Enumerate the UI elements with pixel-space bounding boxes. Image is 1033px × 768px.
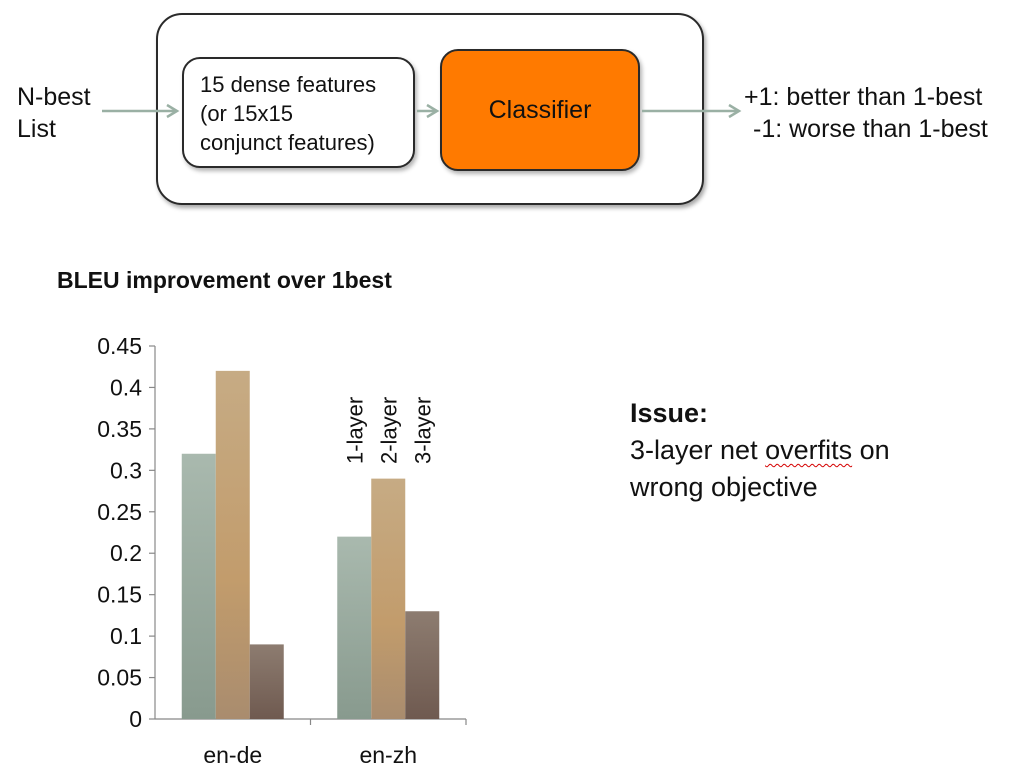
- issue-line-1: 3-layer net overfits on: [630, 432, 890, 469]
- bar-3-layer-en-zh: [405, 611, 440, 719]
- x-category-label: en-zh: [359, 742, 417, 768]
- series-label-2-layer: 2-layer: [376, 397, 401, 464]
- chart-bars: [181, 370, 440, 719]
- issue-text-part-2: on: [852, 435, 890, 465]
- y-tick-label: 0.35: [97, 416, 142, 442]
- y-tick-label: 0.3: [110, 457, 142, 483]
- output-labels: +1: better than 1-best -1: worse than 1-…: [744, 81, 988, 145]
- bar-1-layer-en-zh: [337, 536, 372, 719]
- y-tick-label: 0: [129, 706, 142, 732]
- bleu-bar-chart: BLEU improvement over 1best 0 0.05 0.1 0.15…: [57, 267, 467, 768]
- y-tick-label: 0.15: [97, 582, 142, 608]
- features-line-1: 15 dense features: [200, 72, 377, 97]
- issue-line-2: wrong objective: [630, 472, 818, 502]
- bar-3-layer-en-de: [249, 644, 284, 719]
- bar-2-layer-en-zh: [371, 478, 406, 719]
- y-tick-label: 0.45: [97, 333, 142, 359]
- nbest-label-line-1: N-best: [17, 83, 91, 111]
- chart-title: BLEU improvement over 1best: [57, 267, 392, 293]
- nbest-list-label: N-best List: [17, 81, 91, 145]
- nbest-label-line-2: List: [17, 115, 56, 143]
- y-tick-label: 0.25: [97, 499, 142, 525]
- diagram-arrows: [102, 103, 742, 119]
- features-line-3: conjunct features): [200, 130, 375, 155]
- classifier-box: Classifier: [440, 49, 640, 171]
- y-tick-label: 0.05: [97, 665, 142, 691]
- pipeline-diagram: N-best List 15 dense features (or 15x15 …: [0, 0, 1033, 230]
- features-box: 15 dense features (or 15x15 conjunct fea…: [182, 57, 415, 168]
- y-tick-label: 0.1: [110, 623, 142, 649]
- classifier-label: Classifier: [488, 95, 592, 124]
- issue-note: Issue: 3-layer net overfits on wrong obj…: [630, 395, 890, 506]
- series-label-3-layer: 3-layer: [410, 397, 435, 464]
- y-tick-label: 0.2: [110, 540, 142, 566]
- series-label-1-layer: 1-layer: [342, 397, 367, 464]
- bar-2-layer-en-de: [215, 370, 250, 719]
- arrow-head-1: [166, 103, 180, 119]
- spellcheck-underlined-word[interactable]: overfits: [765, 435, 853, 465]
- bar-1-layer-en-de: [181, 453, 216, 719]
- x-category-label: en-de: [203, 742, 262, 768]
- issue-heading: Issue:: [630, 398, 709, 428]
- chart-labels: 0 0.05 0.1 0.15 0.2 0.25 0.3 0.35 0.4 0.45 en-de en…: [97, 333, 435, 768]
- output-negative-label: -1: worse than 1-best: [753, 115, 988, 143]
- output-positive-label: +1: better than 1-best: [744, 83, 983, 111]
- y-tick-label: 0.4: [110, 374, 142, 400]
- features-line-2: (or 15x15: [200, 101, 293, 126]
- arrow-head-2: [426, 103, 440, 119]
- arrow-head-3: [728, 103, 742, 119]
- issue-text-part-1: 3-layer net: [630, 435, 766, 465]
